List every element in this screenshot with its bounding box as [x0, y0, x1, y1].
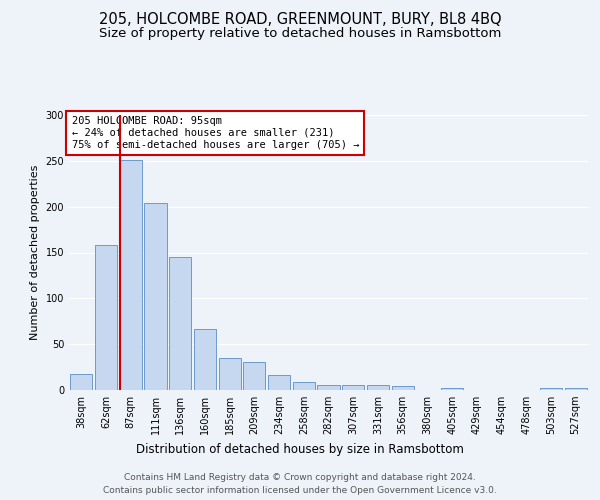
Bar: [540, 388, 562, 390]
Bar: [268, 376, 290, 390]
Bar: [441, 388, 463, 390]
Bar: [194, 328, 216, 390]
Bar: [565, 388, 587, 390]
Y-axis label: Number of detached properties: Number of detached properties: [30, 165, 40, 340]
Text: Contains HM Land Registry data © Crown copyright and database right 2024.: Contains HM Land Registry data © Crown c…: [124, 472, 476, 482]
Bar: [145, 203, 167, 390]
Text: 205, HOLCOMBE ROAD, GREENMOUNT, BURY, BL8 4BQ: 205, HOLCOMBE ROAD, GREENMOUNT, BURY, BL…: [98, 12, 502, 28]
Bar: [392, 386, 414, 390]
Bar: [317, 386, 340, 390]
Text: 205 HOLCOMBE ROAD: 95sqm
← 24% of detached houses are smaller (231)
75% of semi-: 205 HOLCOMBE ROAD: 95sqm ← 24% of detach…: [71, 116, 359, 150]
Bar: [243, 362, 265, 390]
Bar: [119, 160, 142, 390]
Bar: [342, 384, 364, 390]
Bar: [169, 257, 191, 390]
Bar: [70, 374, 92, 390]
Bar: [293, 382, 315, 390]
Text: Size of property relative to detached houses in Ramsbottom: Size of property relative to detached ho…: [99, 28, 501, 40]
Bar: [367, 386, 389, 390]
Bar: [95, 245, 117, 390]
Text: Contains public sector information licensed under the Open Government Licence v3: Contains public sector information licen…: [103, 486, 497, 495]
Bar: [218, 358, 241, 390]
Text: Distribution of detached houses by size in Ramsbottom: Distribution of detached houses by size …: [136, 442, 464, 456]
